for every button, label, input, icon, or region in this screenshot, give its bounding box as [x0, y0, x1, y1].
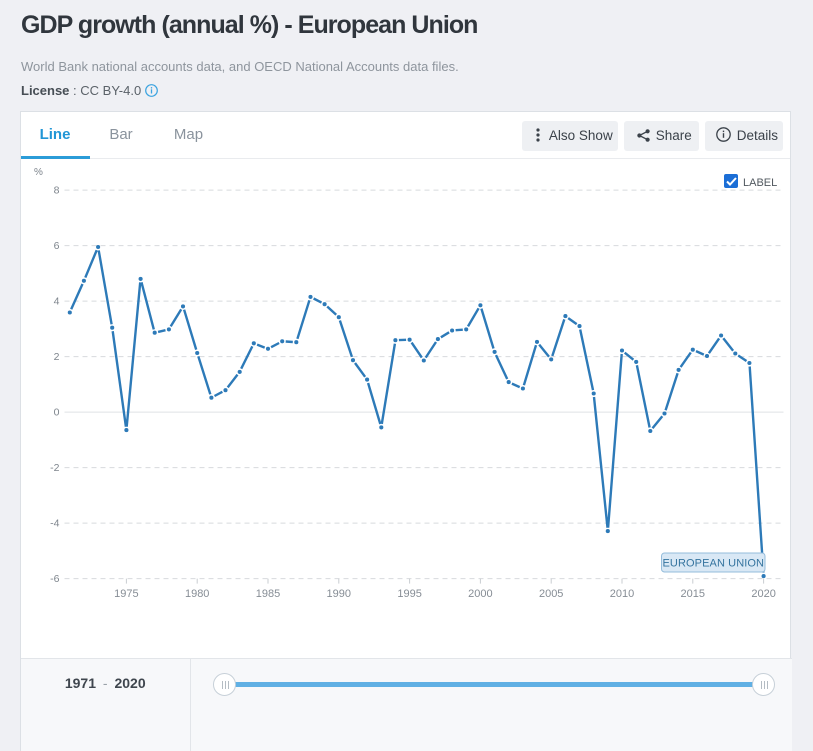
svg-text:1975: 1975	[114, 588, 138, 600]
svg-text:-4: -4	[50, 517, 59, 529]
svg-text:-2: -2	[50, 462, 59, 474]
svg-text:2005: 2005	[538, 588, 562, 600]
svg-text:2020: 2020	[751, 588, 775, 600]
svg-text:1985: 1985	[255, 588, 279, 600]
svg-text:2015: 2015	[680, 588, 704, 600]
svg-text:-6: -6	[50, 573, 59, 585]
svg-text:EUROPEAN UNION: EUROPEAN UNION	[662, 557, 764, 569]
svg-text:0: 0	[53, 406, 59, 418]
svg-text:8: 8	[53, 184, 59, 196]
svg-text:6: 6	[53, 240, 59, 252]
svg-text:2000: 2000	[468, 588, 492, 600]
svg-text:1995: 1995	[397, 588, 421, 600]
svg-text:4: 4	[53, 295, 59, 307]
svg-text:1980: 1980	[184, 588, 208, 600]
svg-text:2: 2	[53, 351, 59, 363]
svg-text:%: %	[34, 167, 43, 178]
svg-text:1990: 1990	[326, 588, 350, 600]
svg-text:2010: 2010	[609, 588, 633, 600]
